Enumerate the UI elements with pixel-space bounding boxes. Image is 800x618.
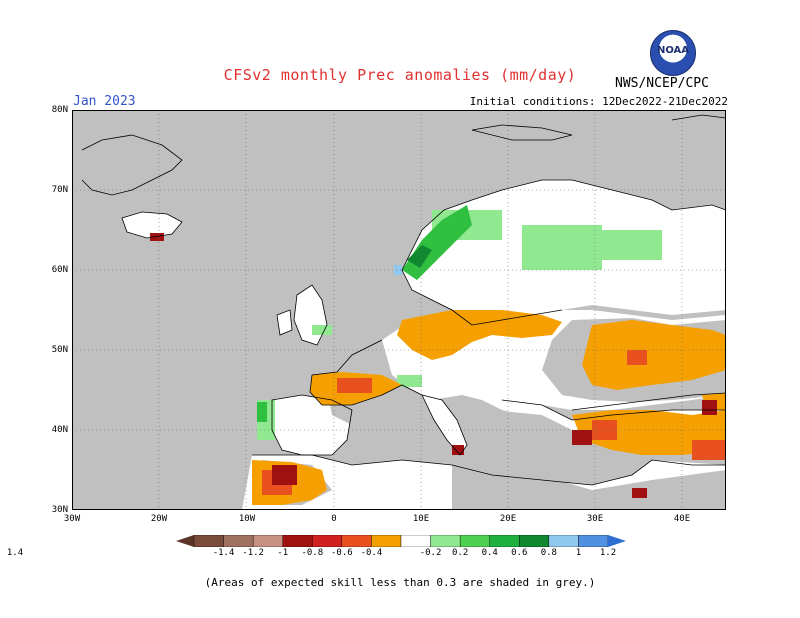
lat-label-30n: 30N bbox=[51, 505, 68, 515]
grid-lines bbox=[72, 110, 726, 510]
precip-anomaly-map bbox=[72, 110, 726, 510]
negative-anomaly-strong bbox=[150, 233, 717, 498]
color-legend bbox=[176, 535, 626, 547]
coastlines bbox=[81, 114, 726, 486]
forecast-month: Jan 2023 bbox=[73, 94, 136, 109]
positive-anomaly-blue bbox=[394, 265, 402, 275]
skill-footnote: (Areas of expected skill less than 0.3 a… bbox=[204, 576, 596, 589]
legend-tick-label: -0.2 bbox=[419, 548, 442, 558]
legend-swatch bbox=[223, 535, 254, 547]
noaa-logo-text: NOAA bbox=[656, 45, 690, 56]
legend-swatch bbox=[252, 535, 283, 547]
legend-swatch bbox=[371, 535, 402, 547]
legend-tick-label: -1.4 bbox=[212, 548, 235, 558]
legend-swatch bbox=[548, 535, 579, 547]
legend-tick-label: -0.8 bbox=[301, 548, 324, 558]
lat-label-70n: 70N bbox=[51, 185, 68, 195]
legend-tick-label: 0.4 bbox=[481, 548, 498, 558]
legend-tick-label: 0.6 bbox=[511, 548, 528, 558]
legend-tick-label: 1.2 bbox=[599, 548, 617, 558]
lat-label-50n: 50N bbox=[51, 345, 68, 355]
legend-swatch bbox=[282, 535, 313, 547]
legend-swatch bbox=[400, 535, 431, 547]
legend-tick-label: 0.2 bbox=[452, 548, 469, 558]
agency-label: NWS/NCEP/CPC bbox=[615, 76, 709, 91]
initial-conditions: Initial conditions: 12Dec2022-21Dec2022 bbox=[469, 95, 728, 108]
lon-label-10w: 10W bbox=[238, 514, 256, 524]
legend-tick-label: 1 bbox=[575, 548, 582, 558]
legend-tick-label: -0.4 bbox=[360, 548, 383, 558]
legend-arrow-left bbox=[176, 535, 194, 547]
lon-label-10e: 10E bbox=[412, 514, 430, 524]
legend-tick-label: 1.4 bbox=[6, 548, 24, 558]
legend-swatch bbox=[459, 535, 490, 547]
lon-label-0: 0 bbox=[331, 514, 337, 524]
legend-swatch bbox=[312, 535, 343, 547]
legend-swatch bbox=[341, 535, 372, 547]
lat-label-40n: 40N bbox=[51, 425, 68, 435]
lon-label-30w: 30W bbox=[63, 514, 81, 524]
legend-swatch bbox=[193, 535, 224, 547]
legend-swatch bbox=[578, 535, 609, 547]
map-frame bbox=[72, 110, 726, 510]
lon-label-30e: 30E bbox=[586, 514, 604, 524]
legend-swatch bbox=[489, 535, 520, 547]
lat-label-80n: 80N bbox=[51, 105, 68, 115]
lon-label-20e: 20E bbox=[499, 514, 517, 524]
chart-title: CFSv2 monthly Prec anomalies (mm/day) bbox=[223, 66, 577, 84]
legend-tick-label: -1 bbox=[277, 548, 289, 558]
legend-arrow-right bbox=[608, 535, 626, 547]
legend-tick-label: -1.2 bbox=[242, 548, 264, 558]
noaa-logo-icon: NOAA bbox=[650, 30, 696, 76]
legend-tick-label: 0.8 bbox=[540, 548, 557, 558]
legend-tick-label: -0.6 bbox=[331, 548, 353, 558]
positive-anomaly-strong bbox=[407, 245, 432, 268]
lon-label-40e: 40E bbox=[673, 514, 691, 524]
legend-swatch bbox=[430, 535, 461, 547]
legend-swatch bbox=[519, 535, 550, 547]
lon-label-20w: 20W bbox=[150, 514, 168, 524]
lat-label-60n: 60N bbox=[51, 265, 68, 275]
